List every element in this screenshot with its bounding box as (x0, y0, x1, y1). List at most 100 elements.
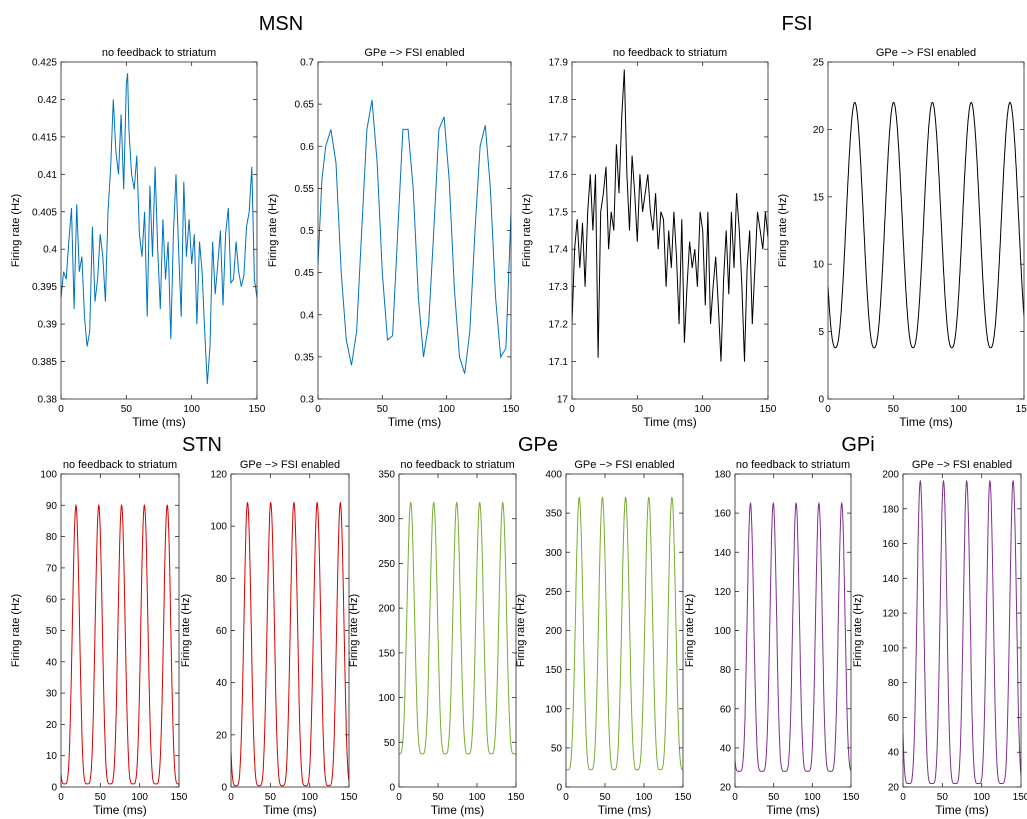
x-tick-label: 100 (636, 792, 653, 803)
x-tick-label: 100 (183, 404, 200, 415)
series-line (231, 501, 349, 787)
y-tick-label: 0 (51, 783, 57, 794)
panel-title: no feedback to striatum (102, 47, 216, 59)
y-tick-label: 70 (46, 563, 58, 574)
y-tick-label: 20 (720, 783, 732, 794)
panel-title: GPe −> FSI enabled (240, 459, 340, 471)
panel-7: 0 50 100 150 0 50 100 150 200 250 300 350 no feedbac… (348, 459, 525, 817)
y-tick-label: 0 (818, 395, 824, 406)
y-tick-label: 0.45 (295, 268, 315, 279)
x-tick-label: 100 (131, 792, 148, 803)
y-tick-label: 60 (46, 595, 58, 606)
panel-6: 0 50 100 150 0 20 40 60 80 100 120 GPe −> FSI enabl… (180, 459, 358, 817)
y-tick-label: 20 (216, 730, 228, 741)
y-tick-label: 40 (720, 743, 732, 754)
group-title-msn: MSN (259, 13, 303, 35)
y-tick-label: 17.8 (549, 95, 569, 106)
y-tick-label: 60 (888, 713, 900, 724)
axes-frame (827, 61, 1025, 400)
panel-title: no feedback to striatum (63, 459, 177, 471)
x-tick-label: 50 (937, 792, 949, 803)
y-tick-label: 17.1 (549, 357, 569, 368)
y-tick-label: 0 (221, 783, 227, 794)
y-tick-label: 100 (378, 693, 395, 704)
x-tick-label: 150 (760, 404, 777, 415)
x-tick-label: 0 (732, 792, 738, 803)
x-tick-label: 100 (301, 792, 318, 803)
y-axis-label: Firing rate (Hz) (852, 594, 864, 667)
axes-frame (60, 61, 258, 400)
panel-2: 0 50 100 150 0.3 0.35 0.4 0.45 0.5 0.55 0.6 0.65 0.7… (267, 47, 520, 429)
y-tick-label: 17.9 (549, 58, 569, 69)
x-tick-label: 100 (438, 404, 455, 415)
y-tick-label: 20 (888, 783, 900, 794)
y-tick-label: 100 (210, 522, 227, 533)
x-axis-label: Time (ms) (431, 803, 485, 817)
x-tick-label: 100 (950, 404, 967, 415)
x-tick-label: 150 (171, 792, 188, 803)
x-axis-label: Time (ms) (263, 803, 317, 817)
y-tick-label: 0.41 (38, 170, 58, 181)
y-axis-label: Firing rate (Hz) (348, 594, 360, 667)
panel-8: 0 50 100 150 0 50 100 150 200 250 300 350 400 GPe −> … (515, 459, 692, 817)
x-tick-label: 150 (675, 792, 692, 803)
group-title-fsi: FSI (781, 13, 812, 35)
panel-10: 0 50 100 150 20 40 60 80 100 120 140 160 180 200 GPe −… (852, 459, 1027, 817)
x-tick-label: 0 (396, 792, 402, 803)
y-tick-label: 0.55 (295, 184, 315, 195)
x-tick-label: 0 (228, 792, 234, 803)
panels: 0 50 100 1500.380.3850.390.3950.40.4050.410… (10, 47, 1027, 817)
x-tick-label: 50 (888, 404, 900, 415)
group-title-stn: STN (182, 434, 222, 456)
y-tick-label: 0.4 (43, 245, 57, 256)
series-line (61, 503, 179, 785)
y-tick-label: 350 (378, 470, 395, 481)
x-tick-label: 0 (563, 792, 569, 803)
y-tick-label: 160 (714, 509, 731, 520)
y-tick-label: 17.4 (549, 245, 569, 256)
series-line (572, 69, 768, 362)
x-tick-label: 0 (58, 792, 64, 803)
y-tick-label: 0.425 (32, 58, 57, 69)
y-tick-label: 50 (551, 743, 563, 754)
x-tick-label: 50 (265, 792, 277, 803)
y-axis-label: Firing rate (Hz) (267, 194, 279, 267)
panel-title: no feedback to striatum (613, 47, 727, 59)
y-tick-label: 17.5 (549, 207, 569, 218)
y-axis-label: Firing rate (Hz) (515, 594, 527, 667)
y-tick-label: 30 (46, 689, 58, 700)
y-tick-label: 50 (384, 738, 396, 749)
y-tick-label: 250 (378, 559, 395, 570)
y-tick-label: 120 (210, 470, 227, 481)
y-tick-label: 15 (813, 192, 825, 203)
series-line (61, 73, 257, 385)
axes-frame (317, 61, 512, 400)
x-tick-label: 50 (377, 404, 389, 415)
group-title-gpi: GPi (841, 434, 874, 456)
x-tick-label: 150 (1013, 792, 1027, 803)
y-axis-label: Firing rate (Hz) (10, 194, 22, 267)
y-tick-label: 150 (378, 648, 395, 659)
y-tick-label: 0.395 (32, 282, 57, 293)
y-tick-label: 140 (714, 548, 731, 559)
panel-title: GPe −> FSI enabled (364, 47, 464, 59)
y-tick-label: 0.4 (300, 310, 314, 321)
x-tick-label: 100 (973, 792, 990, 803)
series-line (735, 501, 851, 772)
y-tick-label: 20 (46, 720, 58, 731)
y-tick-label: 60 (720, 704, 732, 715)
y-tick-label: 200 (882, 470, 899, 481)
x-axis-label: Time (ms) (935, 803, 989, 817)
y-tick-label: 150 (545, 665, 562, 676)
series-line (318, 99, 511, 374)
x-tick-label: 50 (95, 792, 107, 803)
y-tick-label: 17.2 (549, 320, 569, 331)
y-tick-label: 0.65 (295, 100, 315, 111)
x-axis-label: Time (ms) (93, 803, 147, 817)
y-tick-label: 0.5 (300, 226, 314, 237)
y-tick-label: 20 (813, 125, 825, 136)
y-tick-label: 80 (720, 665, 732, 676)
y-tick-label: 17 (557, 395, 569, 406)
x-tick-label: 100 (804, 792, 821, 803)
